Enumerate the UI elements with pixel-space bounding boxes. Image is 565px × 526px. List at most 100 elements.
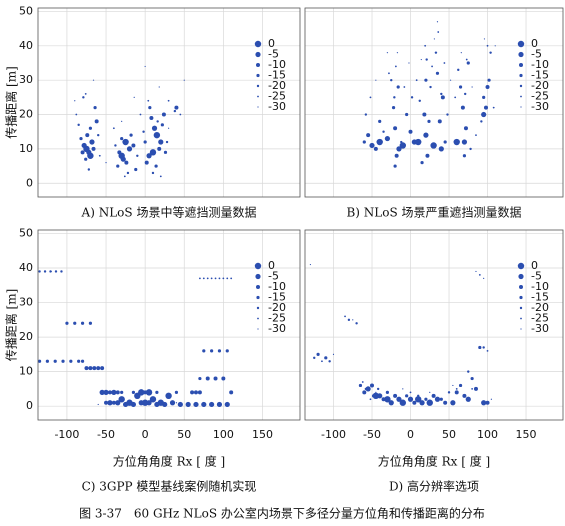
point — [131, 390, 136, 394]
point — [386, 398, 389, 401]
point — [144, 65, 146, 68]
point — [88, 321, 92, 325]
point — [114, 144, 117, 147]
legend-marker — [519, 63, 523, 67]
point — [160, 123, 164, 127]
point — [436, 21, 439, 23]
point — [399, 399, 407, 406]
point — [408, 62, 410, 64]
point — [425, 153, 430, 158]
axes-frame — [304, 229, 564, 421]
y-tick-label: 0 — [26, 176, 33, 189]
point — [61, 359, 65, 363]
point — [455, 388, 458, 390]
legend-label: 0 — [531, 259, 538, 272]
point — [362, 390, 367, 395]
point — [169, 400, 176, 406]
point — [210, 277, 213, 280]
point — [85, 133, 90, 138]
point — [60, 270, 63, 273]
point — [143, 390, 148, 395]
point — [437, 31, 440, 33]
point — [50, 270, 52, 273]
point — [97, 403, 99, 406]
y-tick-label: 30 — [19, 73, 33, 86]
point — [364, 113, 368, 116]
point — [373, 146, 378, 151]
point — [138, 389, 145, 396]
point — [344, 315, 346, 318]
point — [117, 150, 122, 155]
x-tick-label: 0 — [142, 428, 149, 441]
y-tick-label: 50 — [19, 4, 33, 17]
point — [396, 396, 402, 402]
legend-marker — [518, 51, 524, 58]
point — [405, 112, 409, 117]
point — [218, 277, 221, 280]
point — [179, 113, 182, 116]
point — [386, 52, 389, 54]
point — [483, 277, 485, 279]
point — [213, 376, 218, 381]
point — [483, 38, 486, 40]
x-tick-label: -50 — [363, 428, 381, 441]
point — [136, 154, 139, 157]
point — [440, 92, 443, 96]
point — [415, 396, 422, 403]
point — [121, 120, 123, 122]
points — [38, 270, 234, 408]
point — [147, 99, 150, 102]
legend-label: -15 — [531, 69, 549, 82]
point — [332, 353, 335, 355]
point — [469, 147, 472, 151]
point — [183, 79, 185, 81]
point — [443, 140, 447, 144]
point — [324, 356, 328, 360]
point — [481, 400, 487, 406]
legend-marker — [257, 95, 259, 98]
point — [364, 387, 368, 391]
point — [423, 132, 429, 138]
point — [452, 384, 454, 387]
point — [124, 160, 129, 165]
point — [111, 400, 116, 405]
point — [198, 277, 201, 280]
point — [146, 153, 152, 159]
point — [162, 401, 168, 408]
point — [134, 167, 138, 172]
y-tick-label: 20 — [19, 108, 33, 121]
x-axis-label: 方位角角度 Rx [ 度 ] — [113, 454, 225, 469]
x-tick-label: 100 — [477, 428, 498, 441]
point — [467, 370, 470, 373]
point — [475, 134, 477, 137]
point — [217, 349, 222, 353]
point — [388, 400, 394, 406]
point — [80, 359, 85, 363]
point — [465, 396, 471, 402]
point — [216, 401, 223, 408]
plot-area — [38, 230, 300, 420]
point — [84, 366, 89, 371]
point — [151, 125, 158, 131]
point — [214, 277, 217, 280]
point — [402, 388, 404, 390]
point — [409, 391, 412, 394]
legend-label: -10 — [531, 58, 549, 71]
point — [412, 400, 417, 405]
legend-marker — [519, 285, 523, 289]
point — [355, 322, 358, 325]
point — [370, 383, 375, 388]
point — [198, 376, 202, 381]
point — [431, 65, 433, 68]
legend-marker — [519, 73, 523, 78]
point — [486, 44, 489, 47]
legend-marker — [257, 328, 259, 330]
point — [385, 390, 390, 394]
legend-marker — [520, 317, 522, 320]
point — [347, 318, 351, 322]
point — [384, 135, 391, 142]
point — [432, 394, 435, 397]
point — [461, 139, 468, 145]
point — [422, 112, 427, 117]
point — [435, 71, 440, 75]
